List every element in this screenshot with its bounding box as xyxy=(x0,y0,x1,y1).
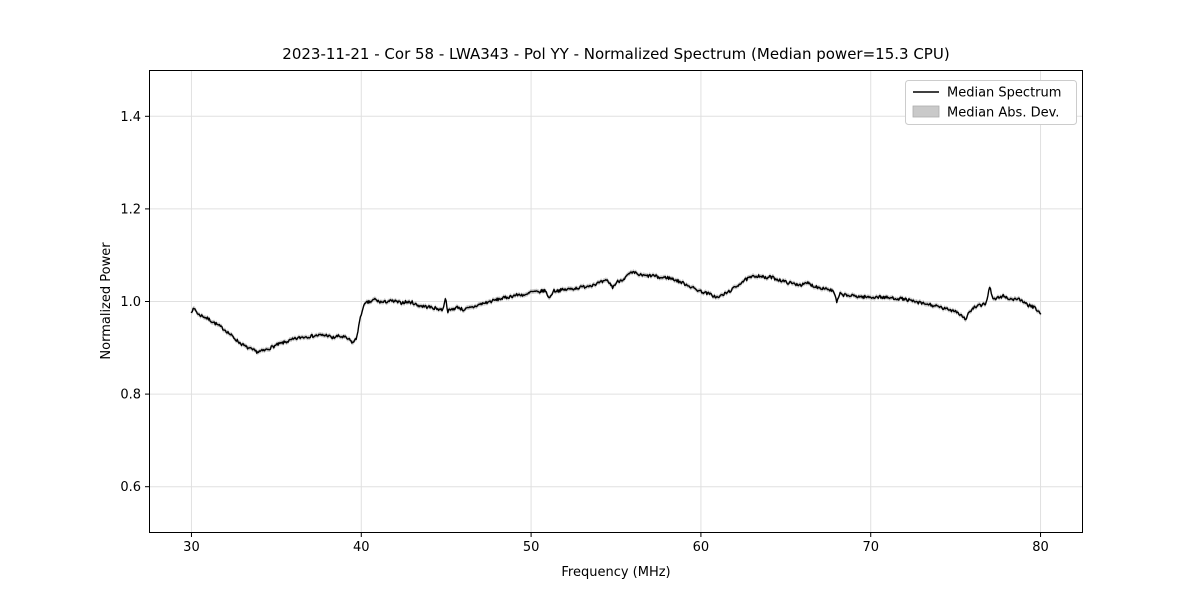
y-tick-label: 0.8 xyxy=(120,388,141,403)
legend: Median Spectrum Median Abs. Dev. xyxy=(905,80,1077,125)
median-spectrum-line xyxy=(190,270,1042,354)
chart-title: 2023-11-21 - Cor 58 - LWA343 - Pol YY - … xyxy=(282,45,949,63)
legend-patch-sample-icon xyxy=(912,105,940,118)
legend-label-median-spectrum: Median Spectrum xyxy=(947,86,1061,101)
x-axis-label: Frequency (MHz) xyxy=(561,565,670,580)
legend-box xyxy=(905,80,1077,125)
x-tick-label: 30 xyxy=(183,540,200,555)
y-tick-label: 1.0 xyxy=(120,295,141,310)
y-tick-label: 0.6 xyxy=(120,480,141,495)
x-tick-label: 40 xyxy=(353,540,370,555)
x-tick-label: 50 xyxy=(523,540,540,555)
y-tick-label: 1.2 xyxy=(120,202,141,217)
axes-spines xyxy=(149,70,1083,533)
y-tick-label: 1.4 xyxy=(120,110,141,125)
x-tick-label: 60 xyxy=(693,540,710,555)
y-axis-label: Normalized Power xyxy=(99,242,114,360)
axis-ticks: 30 40 50 60 70 80 0.6 0.8 1.0 1.2 1.4 xyxy=(120,110,1049,555)
x-tick-label: 70 xyxy=(862,540,879,555)
legend-label-median-abs-dev: Median Abs. Dev. xyxy=(947,106,1059,121)
mad-band xyxy=(191,269,1041,356)
x-tick-label: 80 xyxy=(1032,540,1049,555)
